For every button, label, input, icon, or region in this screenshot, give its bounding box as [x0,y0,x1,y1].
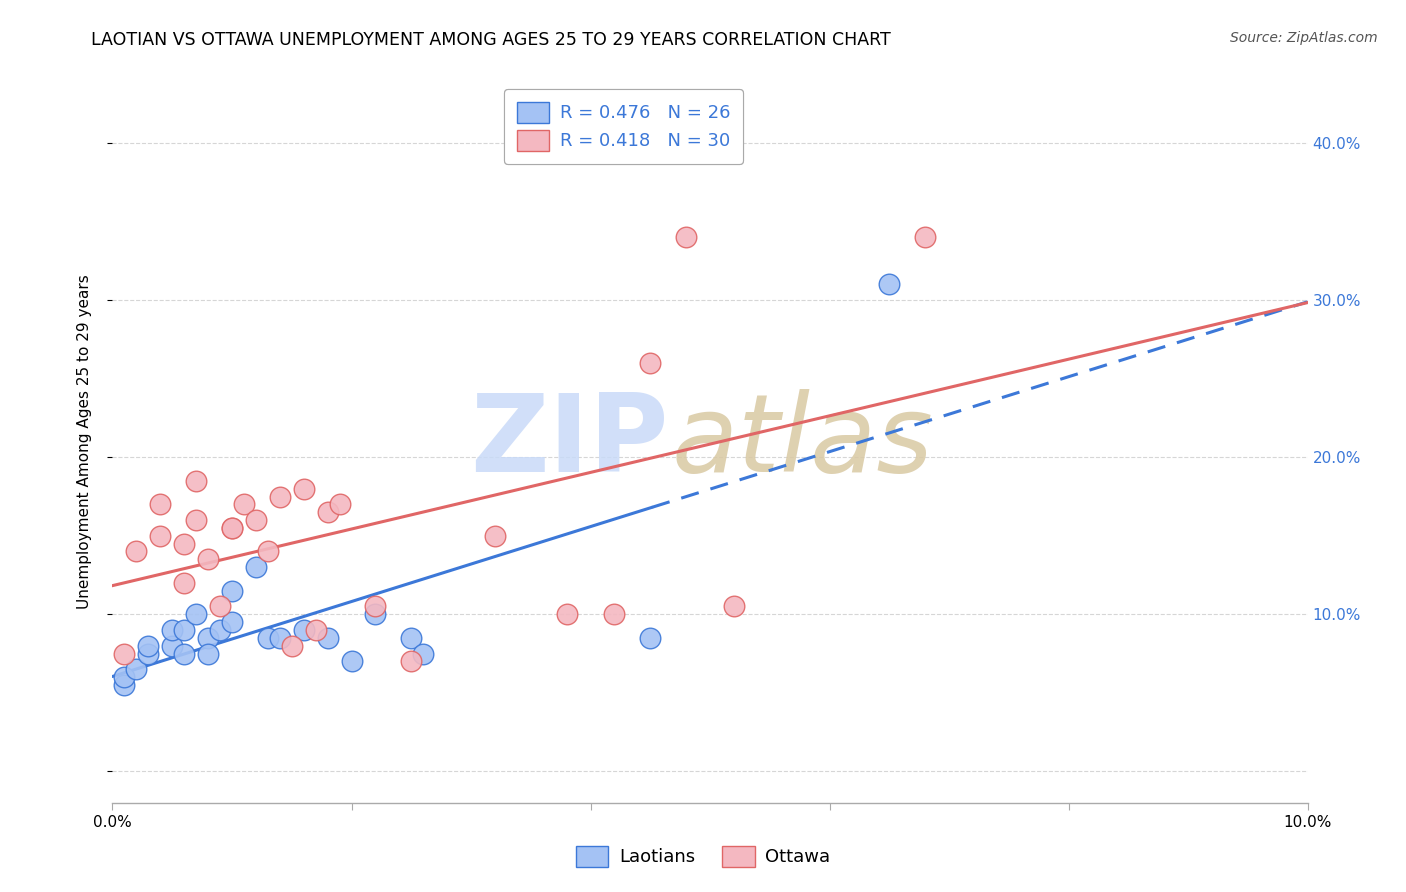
Point [484,529,506,543]
Point [197,631,219,645]
Point [305,623,328,637]
Point [221,521,243,535]
Text: Source: ZipAtlas.com: Source: ZipAtlas.com [1230,31,1378,45]
Legend: Laotians, Ottawa: Laotians, Ottawa [568,838,838,874]
Text: LAOTIAN VS OTTAWA UNEMPLOYMENT AMONG AGES 25 TO 29 YEARS CORRELATION CHART: LAOTIAN VS OTTAWA UNEMPLOYMENT AMONG AGE… [91,31,891,49]
Point [162,623,183,637]
Text: atlas: atlas [672,389,934,494]
Point [149,529,172,543]
Point [269,631,291,645]
Y-axis label: Unemployment Among Ages 25 to 29 years: Unemployment Among Ages 25 to 29 years [77,274,91,609]
Point [640,631,662,645]
Point [138,647,160,661]
Point [197,647,219,661]
Point [114,670,135,684]
Point [149,497,172,511]
Point [281,639,304,653]
Point [257,631,280,645]
Point [173,623,195,637]
Point [233,497,256,511]
Point [173,647,195,661]
Point [173,575,195,590]
Point [723,599,745,614]
Point [125,662,148,676]
Point [114,647,135,661]
Point [209,599,232,614]
Point [186,474,208,488]
Point [316,631,339,645]
Point [162,639,183,653]
Point [364,599,387,614]
Point [221,583,243,598]
Point [401,631,423,645]
Point [292,482,315,496]
Point [221,615,243,630]
Point [125,544,148,558]
Point [197,552,219,566]
Point [221,521,243,535]
Point [316,505,339,519]
Point [603,607,626,622]
Point [173,536,195,550]
Point [640,356,662,370]
Text: ZIP: ZIP [470,389,668,494]
Point [329,497,352,511]
Point [340,655,363,669]
Point [412,647,434,661]
Point [245,560,267,574]
Point [879,277,901,292]
Point [245,513,267,527]
Point [292,623,315,637]
Point [675,230,697,244]
Point [114,678,135,692]
Point [209,623,232,637]
Point [186,607,208,622]
Point [257,544,280,558]
Point [364,607,387,622]
Point [269,490,291,504]
Point [138,639,160,653]
Point [186,513,208,527]
Point [914,230,936,244]
Point [401,655,423,669]
Point [555,607,578,622]
Legend: R = 0.476   N = 26, R = 0.418   N = 30: R = 0.476 N = 26, R = 0.418 N = 30 [503,89,742,163]
